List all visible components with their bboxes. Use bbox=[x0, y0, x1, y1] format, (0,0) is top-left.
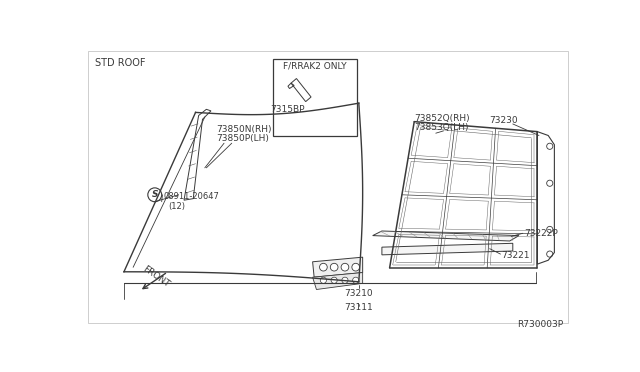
Text: FRONT: FRONT bbox=[141, 264, 172, 289]
Text: 73222P: 73222P bbox=[524, 230, 558, 238]
Circle shape bbox=[353, 277, 359, 283]
Text: 73852Q(RH): 73852Q(RH) bbox=[414, 114, 470, 123]
Text: 73111: 73111 bbox=[344, 302, 373, 312]
Text: 08911-20647: 08911-20647 bbox=[164, 192, 220, 201]
Text: 73230: 73230 bbox=[490, 116, 518, 125]
Circle shape bbox=[342, 277, 348, 283]
Bar bbox=[273, 58, 357, 135]
Text: S: S bbox=[152, 190, 158, 199]
Circle shape bbox=[331, 277, 337, 283]
Polygon shape bbox=[372, 231, 519, 241]
Circle shape bbox=[352, 263, 360, 271]
Text: 73850N(RH): 73850N(RH) bbox=[216, 125, 272, 135]
Polygon shape bbox=[312, 273, 363, 289]
Text: 7315BP: 7315BP bbox=[271, 105, 305, 114]
Text: 73221: 73221 bbox=[501, 251, 530, 260]
Circle shape bbox=[319, 263, 327, 271]
Text: STD ROOF: STD ROOF bbox=[95, 58, 146, 68]
Text: 73850P(LH): 73850P(LH) bbox=[216, 134, 269, 143]
Circle shape bbox=[341, 263, 349, 271]
Text: (12): (12) bbox=[168, 202, 185, 212]
Text: F/RRAK2 ONLY: F/RRAK2 ONLY bbox=[283, 62, 347, 71]
Circle shape bbox=[330, 263, 338, 271]
Text: 73210: 73210 bbox=[344, 289, 373, 298]
Polygon shape bbox=[538, 132, 554, 264]
Text: 73853Q(LH): 73853Q(LH) bbox=[414, 123, 468, 132]
Text: R730003P: R730003P bbox=[516, 320, 563, 329]
Circle shape bbox=[320, 277, 326, 283]
Polygon shape bbox=[382, 243, 513, 255]
Polygon shape bbox=[312, 257, 363, 277]
